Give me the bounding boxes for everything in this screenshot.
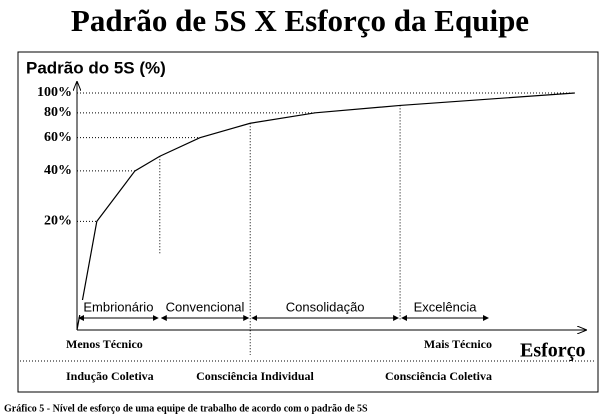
axis-left-label: Menos Técnico — [66, 337, 143, 351]
y-tick-label: 80% — [44, 105, 72, 120]
y-tick-label: 100% — [37, 85, 72, 100]
stage-label: Consolidação — [286, 299, 365, 314]
phase-label: Consciência Individual — [196, 369, 314, 383]
stage-label-bg — [78, 300, 159, 315]
y-tick-label: 60% — [44, 130, 72, 145]
stage-label: Embrionário — [83, 299, 153, 314]
stage-label: Convencional — [166, 299, 245, 314]
y-tick-label: 20% — [44, 214, 72, 229]
phase-label: Indução Coletiva — [66, 369, 154, 383]
stage-label: Excelência — [414, 299, 478, 314]
phase-label: Consciência Coletiva — [385, 369, 492, 383]
stage-label-bg — [165, 300, 246, 315]
frame — [17, 51, 599, 393]
chart-title: Padrão de 5S X Esforço da Equipe — [71, 3, 529, 38]
axis-right-label: Mais Técnico — [424, 337, 492, 351]
x-axis-label: Esforço — [520, 340, 586, 362]
line — [76, 92, 575, 331]
y-tick-label: 40% — [44, 163, 72, 178]
stage-label-bg — [285, 300, 366, 315]
stage-label-bg — [405, 300, 486, 315]
caption: Gráfico 5 - Nível de esforço de uma equi… — [4, 403, 368, 414]
y-axis-label: Padrão do 5S (%) — [26, 58, 166, 77]
